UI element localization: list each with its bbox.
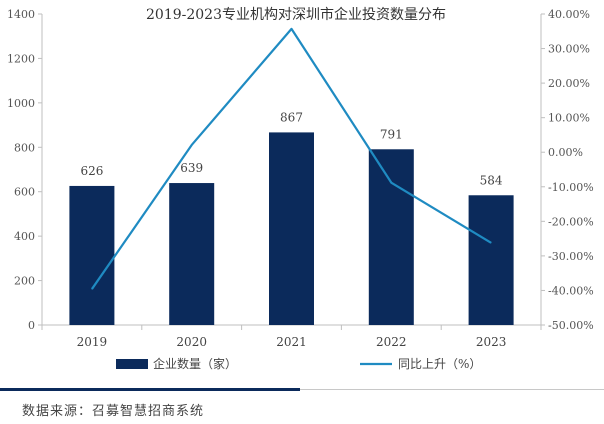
bar [169,183,215,325]
left-tick-label: 400 [14,230,35,243]
x-tick-label: 2021 [276,335,307,349]
yoy-point [390,182,392,184]
right-tick-label: 10.00% [548,112,590,125]
right-tick-label: 30.00% [548,43,590,56]
right-tick-label: -50.00% [548,319,594,332]
legend: 企业数量（家） 同比上升（%） [116,356,481,371]
chart-svg: 2019-2023专业机构对深圳市企业投资数量分布 0 200 400 600 800 1… [7,6,594,371]
x-tick-label: 2022 [376,335,407,349]
right-tick-label: -30.00% [548,250,594,263]
legend-label-bars: 企业数量（家） [153,356,237,371]
bar [69,185,115,325]
legend-label-line: 同比上升（%） [398,357,481,371]
left-tick-label: 1400 [7,8,35,21]
left-tick-label: 600 [14,186,35,199]
bar-value-label: 867 [280,110,303,124]
x-tick-label: 2019 [77,335,108,349]
legend-swatch-bars [116,359,148,369]
source-note: 数据来源：召募智慧招商系统 [22,404,205,419]
left-tick-label: 200 [14,275,35,288]
footer-divider [0,388,300,391]
bar-value-label: 584 [480,173,503,187]
yoy-point [490,242,492,244]
bar [269,132,314,325]
right-tick-label: 40.00% [548,8,590,21]
left-tick-label: 0 [28,319,35,332]
right-tick-label: -20.00% [548,215,594,228]
right-tick-label: 20.00% [548,77,590,90]
chart-title: 2019-2023专业机构对深圳市企业投资数量分布 [146,6,446,23]
left-tick-label: 1000 [7,97,35,110]
x-tick-label: 2023 [476,335,507,349]
bar-value-label: 639 [180,161,203,175]
left-tick-label: 1200 [7,52,35,65]
yoy-point [191,144,193,146]
yoy-point [91,288,93,290]
footer-divider-thin [300,389,604,390]
bar [368,149,414,325]
left-tick-label: 800 [14,141,35,154]
right-tick-label: 0.00% [548,146,583,159]
right-tick-label: -10.00% [548,181,594,194]
bar-value-label: 626 [80,164,103,178]
bar [468,195,514,325]
x-tick-label: 2020 [176,335,207,349]
bar-value-label: 791 [380,127,403,141]
yoy-point [291,28,292,30]
right-tick-label: -40.00% [548,284,594,297]
